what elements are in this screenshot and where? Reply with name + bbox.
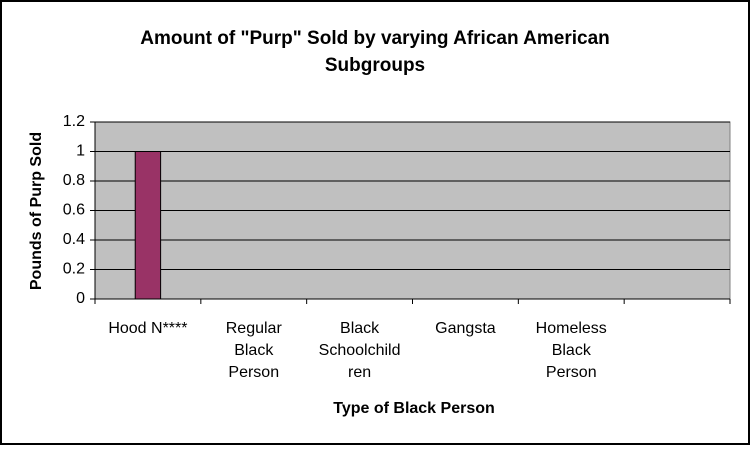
x-tick-label: Hood N**** xyxy=(108,320,187,337)
y-tick-label: 1 xyxy=(76,143,85,160)
chart-title: Subgroups xyxy=(325,55,425,76)
y-tick-label: 0.8 xyxy=(63,172,85,189)
y-axis-label: Pounds of Purp Sold xyxy=(28,132,45,290)
y-tick-label: 0 xyxy=(76,290,85,307)
y-tick-label: 1.2 xyxy=(63,113,85,130)
x-tick-label: Black xyxy=(340,320,380,337)
x-tick-label: Homeless xyxy=(536,320,607,337)
bar xyxy=(134,151,162,300)
x-tick-label: Gangsta xyxy=(435,320,496,337)
x-tick-label: Black xyxy=(234,342,274,359)
x-tick-label: Black xyxy=(552,342,592,359)
x-tick-label: Person xyxy=(228,364,279,381)
y-tick-label: 0.6 xyxy=(63,202,85,219)
x-tick-label: Regular xyxy=(226,320,283,337)
x-tick-label: Person xyxy=(546,364,597,381)
y-tick-label: 0.4 xyxy=(63,231,85,248)
chart-title: Amount of "Purp" Sold by varying African… xyxy=(140,28,610,49)
y-tick-label: 0.2 xyxy=(63,261,85,278)
x-axis-label: Type of Black Person xyxy=(333,400,495,417)
x-tick-label: Schoolchild xyxy=(319,342,401,359)
x-tick-label: ren xyxy=(348,364,371,381)
